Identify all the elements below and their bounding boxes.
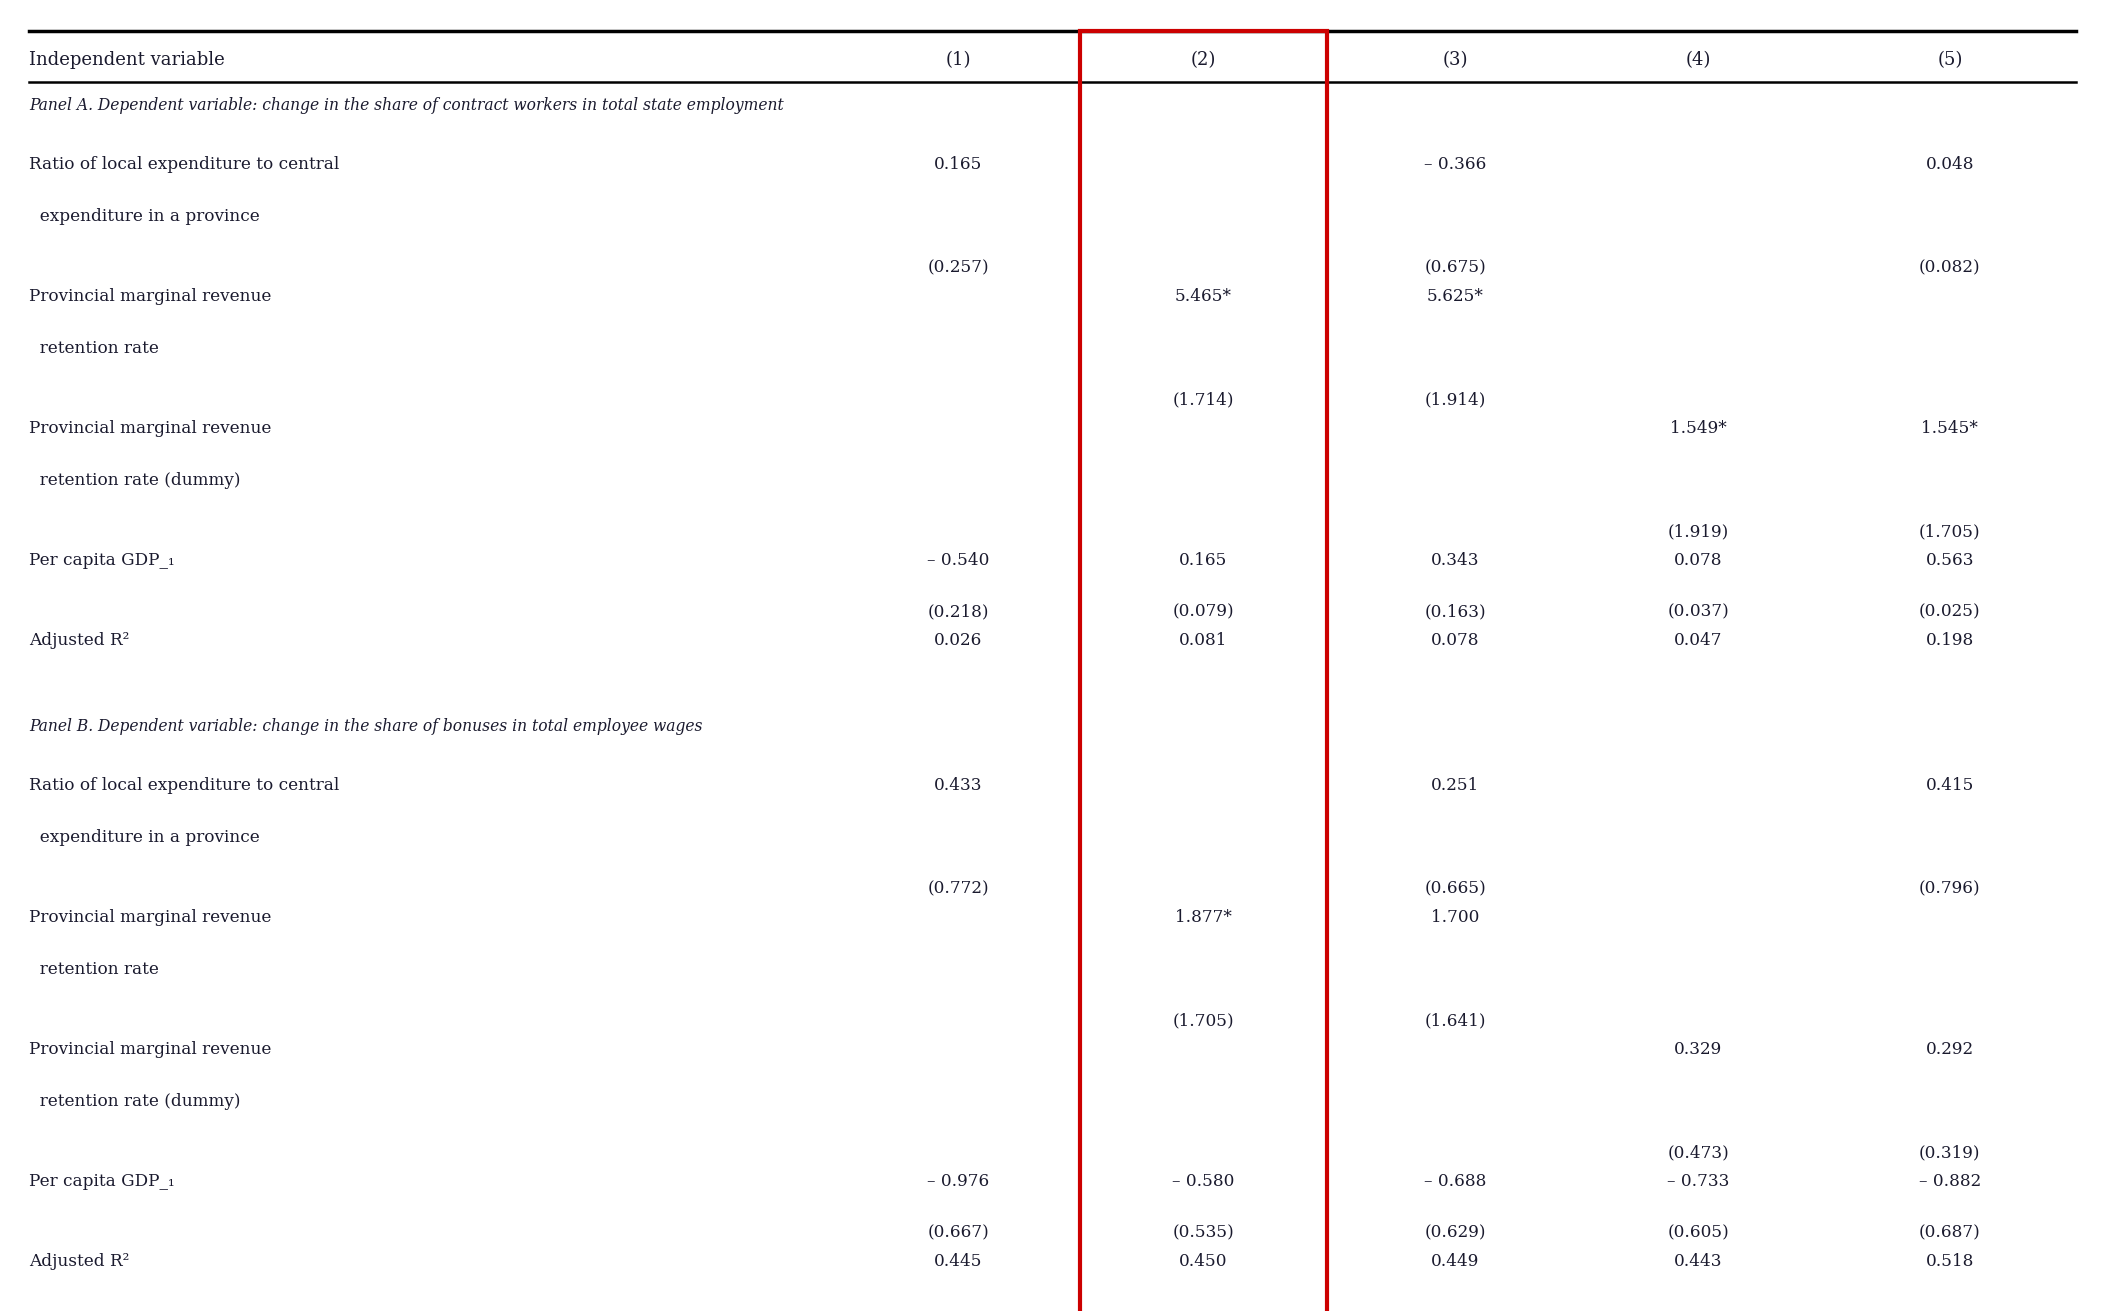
Text: (4): (4): [1686, 51, 1711, 69]
Text: 0.415: 0.415: [1926, 777, 1974, 794]
Text: 0.563: 0.563: [1926, 552, 1974, 569]
Text: 0.198: 0.198: [1926, 632, 1974, 649]
Text: Adjusted R²: Adjusted R²: [29, 632, 131, 649]
Text: 1.549*: 1.549*: [1669, 420, 1726, 437]
Text: Ratio of local expenditure to central: Ratio of local expenditure to central: [29, 156, 339, 173]
Text: (1.919): (1.919): [1667, 523, 1728, 540]
Text: Provincial marginal revenue: Provincial marginal revenue: [29, 288, 272, 305]
Text: 5.625*: 5.625*: [1427, 288, 1484, 305]
Text: (0.605): (0.605): [1667, 1224, 1728, 1242]
Text: Panel A. Dependent variable: change in the share of contract workers in total st: Panel A. Dependent variable: change in t…: [29, 97, 783, 114]
Text: 1.877*: 1.877*: [1175, 910, 1231, 926]
Text: 0.078: 0.078: [1673, 552, 1722, 569]
Text: (0.665): (0.665): [1425, 881, 1486, 898]
Text: Ratio of local expenditure to central: Ratio of local expenditure to central: [29, 777, 339, 794]
Text: 0.251: 0.251: [1431, 777, 1480, 794]
Text: (0.772): (0.772): [928, 881, 989, 898]
Text: retention rate: retention rate: [29, 340, 160, 357]
Text: 0.292: 0.292: [1926, 1041, 1974, 1058]
Text: – 0.882: – 0.882: [1920, 1173, 1981, 1190]
Text: – 0.976: – 0.976: [926, 1173, 989, 1190]
Text: (0.796): (0.796): [1920, 881, 1981, 898]
Text: (0.037): (0.037): [1667, 604, 1728, 621]
Text: – 0.366: – 0.366: [1423, 156, 1486, 173]
Text: (1.641): (1.641): [1425, 1012, 1486, 1029]
Text: Provincial marginal revenue: Provincial marginal revenue: [29, 910, 272, 926]
Text: Panel B. Dependent variable: change in the share of bonuses in total employee wa: Panel B. Dependent variable: change in t…: [29, 718, 703, 735]
Text: 0.450: 0.450: [1179, 1253, 1227, 1270]
Text: (1): (1): [945, 51, 970, 69]
Text: 0.165: 0.165: [1179, 552, 1227, 569]
Text: (0.079): (0.079): [1172, 604, 1234, 621]
Text: (0.535): (0.535): [1172, 1224, 1234, 1242]
Text: 0.026: 0.026: [935, 632, 983, 649]
Text: – 0.733: – 0.733: [1667, 1173, 1730, 1190]
Text: (0.218): (0.218): [928, 604, 989, 621]
Text: (0.257): (0.257): [928, 260, 989, 277]
Text: Provincial marginal revenue: Provincial marginal revenue: [29, 1041, 272, 1058]
Text: 0.078: 0.078: [1431, 632, 1480, 649]
Text: (0.025): (0.025): [1920, 604, 1981, 621]
Text: (1.914): (1.914): [1425, 392, 1486, 409]
Text: 0.433: 0.433: [935, 777, 983, 794]
Text: 0.518: 0.518: [1926, 1253, 1974, 1270]
Text: Per capita GDP_₁: Per capita GDP_₁: [29, 552, 175, 569]
Text: (1.705): (1.705): [1172, 1012, 1234, 1029]
Text: 1.700: 1.700: [1431, 910, 1480, 926]
Text: 0.048: 0.048: [1926, 156, 1974, 173]
Text: Provincial marginal revenue: Provincial marginal revenue: [29, 420, 272, 437]
Text: (0.163): (0.163): [1425, 604, 1486, 621]
Text: (1.705): (1.705): [1920, 523, 1981, 540]
Text: 0.443: 0.443: [1673, 1253, 1722, 1270]
Text: (0.675): (0.675): [1425, 260, 1486, 277]
Text: (0.473): (0.473): [1667, 1145, 1728, 1162]
Text: 0.343: 0.343: [1431, 552, 1480, 569]
Text: 0.329: 0.329: [1673, 1041, 1722, 1058]
Text: (0.082): (0.082): [1920, 260, 1981, 277]
Text: (0.667): (0.667): [928, 1224, 989, 1242]
Text: 1.545*: 1.545*: [1922, 420, 1979, 437]
Text: (0.319): (0.319): [1920, 1145, 1981, 1162]
Bar: [1080, 31, 1326, 1311]
Text: – 0.540: – 0.540: [926, 552, 989, 569]
Text: (0.629): (0.629): [1425, 1224, 1486, 1242]
Text: (2): (2): [1191, 51, 1217, 69]
Text: expenditure in a province: expenditure in a province: [29, 829, 261, 846]
Text: – 0.688: – 0.688: [1423, 1173, 1486, 1190]
Text: Adjusted R²: Adjusted R²: [29, 1253, 131, 1270]
Text: 5.465*: 5.465*: [1175, 288, 1231, 305]
Text: retention rate (dummy): retention rate (dummy): [29, 1093, 240, 1110]
Text: 0.165: 0.165: [935, 156, 983, 173]
Text: (3): (3): [1442, 51, 1467, 69]
Text: retention rate: retention rate: [29, 961, 160, 978]
Text: Per capita GDP_₁: Per capita GDP_₁: [29, 1173, 175, 1190]
Text: expenditure in a province: expenditure in a province: [29, 208, 261, 225]
Text: (5): (5): [1937, 51, 1962, 69]
Text: retention rate (dummy): retention rate (dummy): [29, 472, 240, 489]
Text: (1.714): (1.714): [1172, 392, 1234, 409]
Text: (0.687): (0.687): [1920, 1224, 1981, 1242]
Text: 0.445: 0.445: [935, 1253, 983, 1270]
Text: – 0.580: – 0.580: [1172, 1173, 1236, 1190]
Text: 0.047: 0.047: [1673, 632, 1722, 649]
Text: Independent variable: Independent variable: [29, 51, 225, 69]
Text: 0.081: 0.081: [1179, 632, 1227, 649]
Text: 0.449: 0.449: [1431, 1253, 1480, 1270]
